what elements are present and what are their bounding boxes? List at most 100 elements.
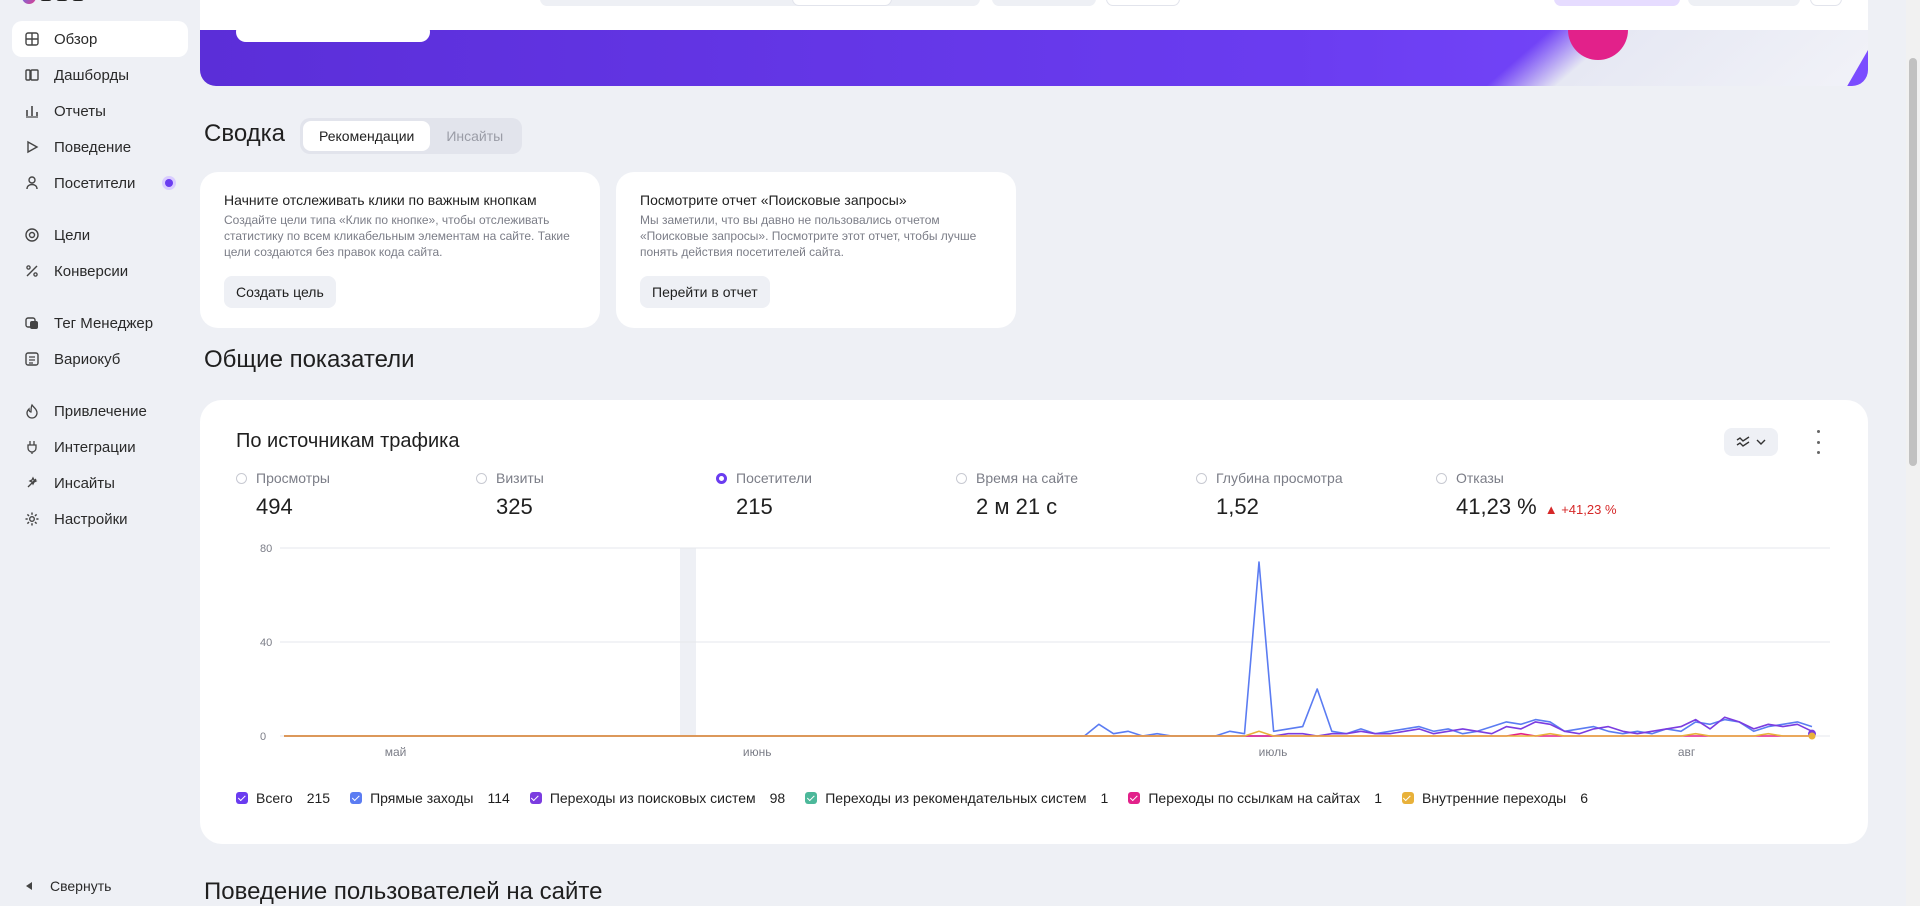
cube-icon — [24, 351, 40, 367]
dashboards-icon — [24, 67, 40, 83]
legend-item[interactable]: Внутренние переходы 6 — [1401, 790, 1588, 806]
action-button[interactable] — [1554, 0, 1680, 6]
sidebar: Обзор Дашборды Отчеты Поведение Посетители Це… — [0, 0, 196, 906]
radio-icon[interactable] — [956, 473, 967, 484]
sidebar-item-0[interactable]: Обзор — [12, 21, 188, 57]
legend-count: 6 — [1580, 790, 1588, 806]
open-report-button[interactable]: Перейти в отчет — [640, 276, 770, 308]
recommendation-card: Посмотрите отчет «Поисковые запросы» Мы … — [616, 172, 1016, 328]
legend-item[interactable]: Переходы из рекомендательных систем 1 — [805, 790, 1108, 806]
checkbox-icon[interactable] — [350, 792, 363, 804]
sidebar-item-label: Привлечение — [54, 402, 147, 420]
legend-label: Внутренние переходы — [1421, 790, 1567, 806]
sidebar-item-9[interactable]: Привлечение — [12, 393, 188, 429]
legend-count: 114 — [487, 790, 510, 806]
sidebar-item-label: Дашборды — [54, 66, 129, 84]
metric-value-row: 215 — [736, 494, 946, 520]
metric-value-row: 494 — [256, 494, 466, 520]
logo-icon[interactable] — [22, 0, 36, 4]
radio-icon[interactable] — [716, 473, 727, 484]
checkbox-icon[interactable] — [1401, 792, 1414, 804]
chart-type-icon — [1736, 436, 1750, 447]
metric-value: 494 — [256, 494, 293, 519]
summary-title: Сводка — [204, 120, 286, 147]
tab-recommendations[interactable]: Рекомендации — [303, 121, 431, 151]
legend-item[interactable]: Переходы из поисковых систем 98 — [529, 790, 786, 806]
gear-icon — [24, 511, 40, 527]
y-tick-label: 40 — [260, 637, 272, 649]
metric-selector[interactable]: Посетители 215 — [716, 470, 946, 520]
legend-item[interactable]: Переходы по ссылкам на сайтах 1 — [1128, 790, 1382, 806]
metric-selector[interactable]: Визиты 325 — [476, 470, 706, 520]
collapse-button[interactable]: Свернуть — [26, 878, 111, 894]
checkbox-icon[interactable] — [1128, 792, 1141, 804]
period-option[interactable] — [792, 0, 892, 6]
sidebar-item-1[interactable]: Дашборды — [12, 57, 188, 93]
metric-value: 325 — [496, 494, 533, 519]
top-toolbar — [200, 0, 1868, 30]
banner-button[interactable] — [236, 30, 430, 42]
legend-count: 1 — [1100, 790, 1109, 806]
sidebar-item-8[interactable]: Вариокуб — [12, 341, 188, 377]
sidebar-item-10[interactable]: Интеграции — [12, 429, 188, 465]
sidebar-item-label: Цели — [54, 226, 91, 244]
sidebar-item-label: Отчеты — [54, 102, 106, 120]
metric-selector[interactable]: Глубина просмотра 1,52 — [1196, 470, 1426, 520]
radio-icon[interactable] — [236, 473, 247, 484]
metric-value-row: 325 — [496, 494, 706, 520]
scrollbar[interactable] — [1906, 0, 1920, 906]
recommendation-title: Посмотрите отчет «Поисковые запросы» — [640, 192, 907, 208]
sidebar-item-4[interactable]: Посетители — [12, 165, 188, 201]
y-tick-label: 80 — [260, 543, 272, 555]
radio-icon[interactable] — [1436, 473, 1447, 484]
legend-item[interactable]: Прямые заходы 114 — [350, 790, 510, 806]
filter-button[interactable] — [1106, 0, 1180, 6]
scrollbar-thumb[interactable] — [1909, 58, 1917, 466]
percent-icon — [24, 263, 40, 279]
checkbox-icon[interactable] — [236, 792, 248, 804]
notification-dot-icon — [162, 176, 176, 190]
promo-banner — [200, 30, 1868, 86]
more-button[interactable] — [1810, 0, 1842, 6]
metric-label: Визиты — [496, 470, 544, 486]
radio-icon[interactable] — [1196, 473, 1207, 484]
behavior-title: Поведение пользователей на сайте — [204, 878, 603, 905]
sidebar-item-11[interactable]: Инсайты — [12, 465, 188, 501]
sidebar-item-6[interactable]: Конверсии — [12, 253, 188, 289]
target-icon — [24, 227, 40, 243]
user-icon — [24, 175, 40, 191]
metric-value: 41,23 % — [1456, 494, 1537, 519]
sidebar-item-12[interactable]: Настройки — [12, 501, 188, 537]
metric-selector[interactable]: Время на сайте 2 м 21 с — [956, 470, 1186, 520]
period-selector[interactable] — [540, 0, 980, 6]
more-menu-icon[interactable] — [1812, 430, 1824, 454]
y-tick-label: 0 — [260, 731, 266, 743]
sidebar-item-3[interactable]: Поведение — [12, 129, 188, 165]
export-button[interactable] — [1688, 0, 1800, 6]
sidebar-item-label: Посетители — [54, 174, 136, 192]
metric-label: Время на сайте — [976, 470, 1079, 486]
chevron-down-icon — [1756, 439, 1766, 445]
detail-selector[interactable] — [992, 0, 1096, 6]
legend-count: 98 — [769, 790, 786, 806]
chart-type-dropdown[interactable] — [1724, 428, 1778, 456]
traffic-chart: 0 40 80 май июнь июль авг — [260, 543, 1830, 759]
series-line — [284, 716, 1813, 737]
sidebar-item-7[interactable]: Тег Менеджер — [12, 305, 188, 341]
checkbox-icon[interactable] — [805, 792, 818, 804]
sidebar-item-label: Настройки — [54, 510, 128, 528]
logo-wordmark — [40, 0, 100, 2]
card-title: По источникам трафика — [236, 430, 460, 452]
legend-label: Переходы из поисковых систем — [549, 790, 756, 806]
create-goal-button[interactable]: Создать цель — [224, 276, 336, 308]
tab-insights[interactable]: Инсайты — [446, 128, 504, 144]
metric-selector[interactable]: Просмотры 494 — [236, 470, 466, 520]
metric-selector[interactable]: Отказы 41,23 % ▲ +41,23 % — [1436, 470, 1666, 520]
sidebar-item-5[interactable]: Цели — [12, 217, 188, 253]
sidebar-item-2[interactable]: Отчеты — [12, 93, 188, 129]
checkbox-icon[interactable] — [529, 792, 542, 804]
radio-icon[interactable] — [476, 473, 487, 484]
metric-label: Посетители — [736, 470, 812, 486]
legend-item[interactable]: Всего 215 — [236, 790, 330, 806]
legend-label: Прямые заходы — [370, 790, 474, 806]
